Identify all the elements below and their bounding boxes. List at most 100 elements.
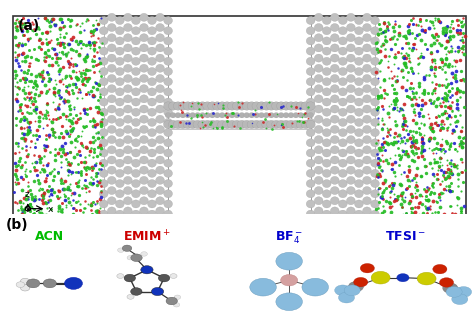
Point [75,68,82,74]
Circle shape [363,187,371,194]
Circle shape [147,180,156,188]
Point [393,133,401,139]
Point [25,38,32,43]
Point [426,203,434,209]
Point [93,50,101,55]
Circle shape [116,67,124,75]
Point [21,171,29,177]
Point [446,113,453,118]
Point [425,97,433,103]
Circle shape [371,139,379,147]
Point [447,115,455,120]
Point [18,26,26,32]
Circle shape [322,129,331,137]
Point [57,209,65,214]
Circle shape [262,120,271,129]
Point [394,65,402,71]
Circle shape [147,47,156,55]
Point [23,53,31,58]
Point [377,144,384,150]
Point [277,123,285,128]
Circle shape [308,113,314,118]
Point [48,186,55,192]
Point [452,91,460,96]
Point [436,19,443,24]
Circle shape [355,129,363,137]
Point [429,171,437,176]
Point [42,36,49,41]
Circle shape [267,120,276,129]
Circle shape [355,180,363,188]
Point [443,128,451,133]
Point [86,149,94,154]
Point [456,77,464,82]
Point [442,44,450,50]
Circle shape [132,210,140,218]
Circle shape [164,102,173,110]
Circle shape [164,120,173,129]
Circle shape [306,47,315,55]
Circle shape [281,275,298,286]
Point [423,206,430,211]
Point [401,169,408,174]
Point [14,52,21,57]
Point [89,135,97,140]
Point [420,156,428,161]
Point [442,55,450,60]
Point [382,157,390,162]
Point [46,53,53,59]
Point [386,204,394,209]
Point [29,28,36,33]
Circle shape [322,57,331,65]
Point [94,109,101,115]
Point [61,75,68,81]
Point [48,127,55,132]
Point [419,55,427,60]
Point [407,192,414,197]
Point [381,37,389,42]
Point [455,49,462,54]
Point [21,55,28,60]
Point [374,155,382,161]
Point [378,168,385,174]
Point [431,91,439,96]
Point [446,62,453,67]
Point [433,176,441,181]
Point [43,41,51,46]
Point [60,100,67,106]
Circle shape [330,136,339,144]
Point [441,45,449,50]
Point [422,213,429,218]
Point [11,179,18,184]
Point [73,96,81,101]
Point [410,139,417,144]
Point [413,183,421,189]
Point [41,112,48,118]
Circle shape [124,95,132,103]
Point [294,110,302,116]
Point [97,167,105,172]
Point [97,119,105,124]
Point [389,167,396,172]
Circle shape [306,159,315,167]
Circle shape [330,44,339,52]
Point [19,207,27,213]
Point [60,99,67,104]
Point [402,148,410,153]
Point [197,112,205,117]
Circle shape [242,102,251,110]
Point [374,174,381,179]
Circle shape [124,156,132,164]
Point [249,111,256,117]
Point [401,123,409,128]
Point [415,83,423,89]
Circle shape [338,210,347,218]
Point [410,211,418,217]
Circle shape [363,166,371,174]
Point [420,28,428,33]
Point [395,133,402,138]
Circle shape [108,74,116,82]
Point [213,126,220,131]
Point [430,88,438,93]
Point [443,163,450,168]
